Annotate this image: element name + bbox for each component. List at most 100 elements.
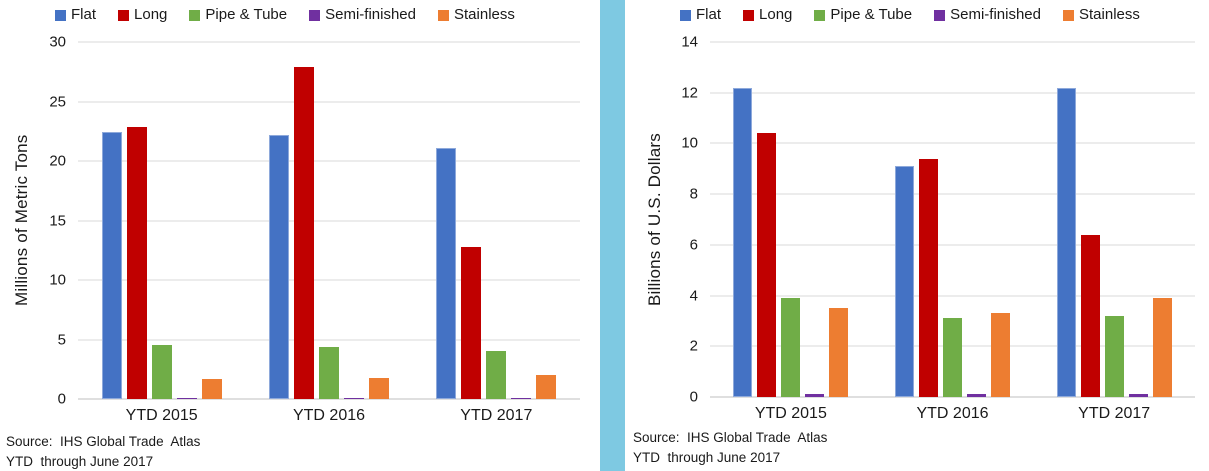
y-tick-label: 15: [49, 212, 66, 229]
bar-semi-finished-ytd-2017: [1128, 394, 1148, 397]
y-tick-label: 14: [681, 33, 698, 51]
bar-group-ytd-2015: [710, 42, 872, 397]
bar-stainless-ytd-2017: [536, 375, 557, 399]
bar-flat-ytd-2017: [436, 147, 457, 399]
long-swatch-icon: [743, 9, 755, 21]
legend-item-semi-finished: Semi-finished: [934, 5, 1041, 25]
bar-semi-finished-ytd-2017: [511, 398, 532, 399]
long-swatch-icon: [118, 9, 130, 21]
legend-item-semi-finished: Semi-finished: [309, 5, 416, 25]
bar-group-ytd-2017: [413, 42, 580, 399]
bar-semi-finished-ytd-2015: [176, 398, 197, 399]
legend-label: Pipe & Tube: [205, 6, 288, 23]
gridline: [710, 142, 1195, 144]
bar-flat-ytd-2015: [733, 87, 753, 397]
y-tick-label: 8: [689, 185, 698, 203]
bar-pipe-tube-ytd-2015: [781, 298, 801, 397]
bar-flat-ytd-2017: [1056, 87, 1076, 397]
x-axis-label-ytd-2017: YTD 2017: [460, 407, 533, 424]
bar-long-ytd-2017: [1080, 234, 1100, 397]
bar-pipe-tube-ytd-2017: [486, 351, 507, 399]
legend-label: Long: [134, 6, 168, 23]
bar-semi-finished-ytd-2016: [343, 398, 364, 399]
bar-long-ytd-2015: [126, 126, 147, 399]
x-axis-label-ytd-2015: YTD 2015: [125, 407, 198, 424]
legend-item-long: Long: [743, 5, 792, 25]
legend: Flat Long Pipe & Tube Semi-finished Stainles…: [680, 5, 1140, 25]
stainless-swatch-icon: [1063, 9, 1074, 21]
y-tick-label: 10: [681, 134, 698, 152]
gridline: [78, 220, 580, 221]
imports-tons-chart: Flat Long Pipe & Tube Semi-finished Stainles…: [0, 0, 600, 471]
bar-pipe-tube-ytd-2016: [318, 346, 339, 399]
bar-flat-ytd-2016: [895, 166, 914, 397]
bar-long-ytd-2015: [757, 133, 777, 397]
bar-pipe-tube-ytd-2015: [151, 345, 172, 399]
gridline: [710, 92, 1195, 94]
gridline: [78, 101, 580, 102]
legend-label: Semi-finished: [325, 6, 416, 23]
y-tick-label: 10: [49, 271, 66, 289]
y-tick-label: 4: [689, 287, 698, 305]
legend-item-stainless: Stainless: [1063, 5, 1140, 25]
legend: Flat Long Pipe & Tube Semi-finished Stainles…: [55, 5, 515, 25]
gridline: [710, 41, 1195, 43]
y-tick-label: 2: [689, 337, 698, 355]
gridline: [78, 339, 580, 340]
source-line: Source: IHS Global Trade Atlas: [6, 434, 201, 449]
legend-label: Semi-finished: [950, 6, 1041, 23]
x-axis-label-ytd-2017: YTD 2017: [1078, 405, 1151, 422]
bar-group-ytd-2016: [245, 42, 412, 399]
legend-item-flat: Flat: [55, 5, 96, 25]
x-axis-label-ytd-2015: YTD 2015: [754, 405, 827, 422]
legend-item-pipe-tube: Pipe & Tube: [189, 5, 287, 25]
bar-group-ytd-2015: [78, 42, 245, 399]
bar-pipe-tube-ytd-2017: [1104, 315, 1124, 397]
x-axis-label-ytd-2016: YTD 2016: [292, 407, 366, 424]
gridline: [710, 244, 1195, 246]
y-tick-label: 12: [681, 84, 698, 102]
bar-groups: [78, 42, 580, 399]
imports-dollars-chart: Flat Long Pipe & Tube Semi-finished Stainles…: [625, 0, 1209, 471]
pipe-tube-swatch-icon: [189, 9, 201, 21]
bar-stainless-ytd-2015: [829, 308, 849, 397]
legend-label: Stainless: [454, 6, 515, 23]
pipe-tube-swatch-icon: [814, 9, 826, 21]
gridline: [710, 396, 1195, 398]
bar-group-ytd-2016: [872, 42, 1034, 397]
source-note: Source: IHS Global Trade Atlas YTD throu…: [633, 428, 827, 468]
semi-finished-swatch-icon: [309, 9, 321, 21]
y-tick-label: 25: [49, 93, 66, 110]
legend-item-long: Long: [118, 5, 167, 25]
y-tick-label: 0: [689, 388, 698, 406]
flat-swatch-icon: [55, 9, 66, 21]
source-note: Source: IHS Global Trade Atlas YTD throu…: [6, 432, 200, 471]
gridline: [710, 193, 1195, 195]
source-line: Source: IHS Global Trade Atlas: [633, 430, 828, 445]
legend-label: Stainless: [1079, 6, 1140, 23]
bar-flat-ytd-2016: [268, 134, 289, 399]
legend-item-stainless: Stainless: [438, 5, 515, 25]
bar-stainless-ytd-2016: [991, 313, 1010, 397]
bar-long-ytd-2016: [919, 158, 938, 397]
bar-long-ytd-2017: [461, 246, 482, 399]
gridline: [78, 160, 580, 162]
y-tick-label: 30: [49, 33, 66, 51]
bar-stainless-ytd-2016: [368, 377, 389, 399]
semi-finished-swatch-icon: [934, 9, 946, 21]
bar-flat-ytd-2015: [101, 132, 122, 399]
legend-item-pipe-tube: Pipe & Tube: [814, 5, 912, 25]
bar-groups: [710, 42, 1195, 397]
y-tick-label: 6: [689, 236, 698, 254]
legend-label: Flat: [696, 6, 722, 23]
flat-swatch-icon: [680, 9, 691, 21]
bar-pipe-tube-ytd-2016: [943, 318, 962, 397]
source-line: YTD through June 2017: [633, 450, 781, 465]
y-tick-label: 5: [57, 331, 66, 348]
y-axis-title: Billions of U.S. Dollars: [645, 133, 664, 306]
plot-area: 0 5 10 15 20 25 30: [49, 35, 580, 407]
gridline: [710, 295, 1195, 297]
x-axis-label-ytd-2016: YTD 2016: [916, 405, 989, 422]
y-tick-label: 20: [49, 152, 66, 170]
